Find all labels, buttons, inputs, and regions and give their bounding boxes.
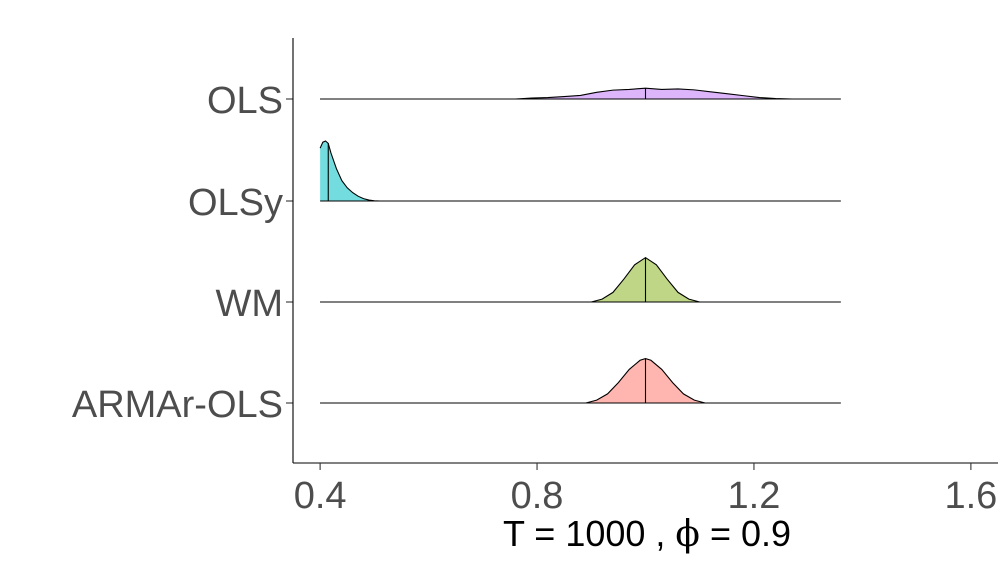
x-title-phi-label: ϕ	[675, 514, 700, 555]
x-title-equals-1: =	[524, 513, 565, 554]
density-fill-olsy	[320, 141, 841, 201]
density-fill-wm	[320, 257, 841, 302]
x-tick-label-1.6: 1.6	[944, 475, 997, 517]
category-label-armar-ols: ARMAr-OLS	[72, 384, 283, 426]
x-tick-label-0.8: 0.8	[511, 475, 564, 517]
density-outline-ols	[320, 87, 841, 100]
ridges-layer	[319, 87, 841, 404]
category-label-olsy: OLSy	[188, 182, 283, 224]
category-label-wm: WM	[215, 283, 283, 325]
x-axis-title: T = 1000 , ϕ = 0.9	[503, 513, 791, 555]
x-title-phi-value: 0.9	[741, 513, 791, 554]
x-tick-label-0.4: 0.4	[294, 475, 347, 517]
density-outline-olsy	[319, 140, 841, 202]
x-title-t-value: 1000	[565, 513, 645, 554]
axes-layer	[286, 38, 998, 470]
density-outline-armar-ols	[320, 358, 841, 404]
x-title-comma: ,	[645, 513, 675, 554]
density-fill-ols	[320, 88, 841, 99]
density-fill-armar-ols	[320, 358, 841, 403]
category-label-ols: OLS	[207, 80, 283, 122]
density-outline-wm	[320, 256, 841, 303]
x-title-equals-2: =	[700, 513, 741, 554]
x-tick-label-1.2: 1.2	[728, 475, 781, 517]
labels-layer: OLS OLSy WM ARMAr-OLS 0.4 0.8 1.2 1.6	[72, 80, 997, 517]
x-title-t-label: T	[503, 513, 525, 554]
